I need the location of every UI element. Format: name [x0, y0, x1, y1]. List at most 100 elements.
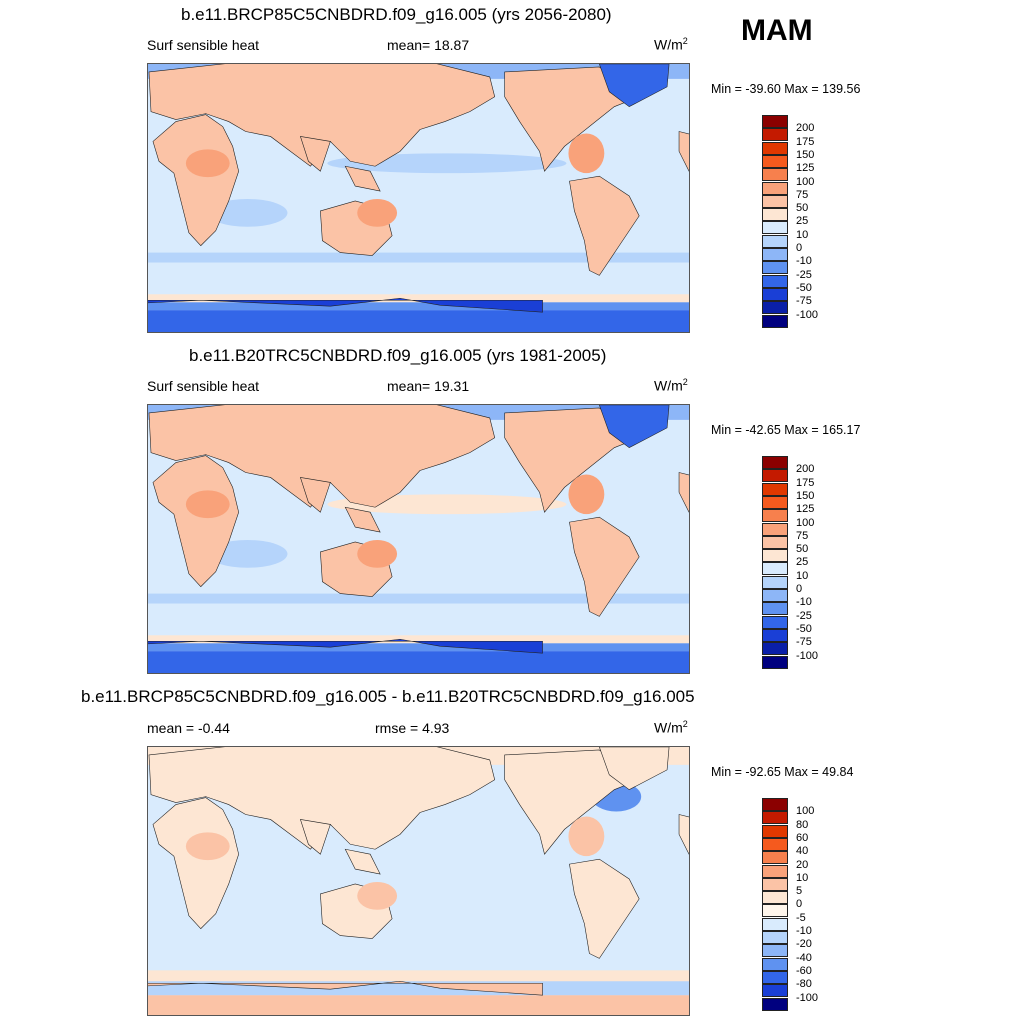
panel-1-colorbar-swatch — [762, 168, 788, 182]
panel-2-colorbar-swatch — [762, 456, 788, 469]
panel-2-colorbar-tick: -25 — [796, 609, 812, 622]
panel-1-colorbar-tick: -50 — [796, 281, 812, 294]
panel-3-map — [147, 746, 690, 1016]
panel-2-colorbar-swatch — [762, 602, 788, 616]
panel-2-colorbar-tick: 200 — [796, 463, 815, 476]
panel-2-colorbar-swatch — [762, 628, 788, 642]
panel-2-colorbar-swatch — [762, 562, 788, 576]
panel-1-colorbar-swatch — [762, 154, 788, 168]
panel-1-colorbar-swatch — [762, 141, 788, 155]
panel-3-colorbar-tick: 40 — [796, 845, 809, 858]
panel-1-minmax: Min = -39.60 Max = 139.56 — [711, 82, 861, 96]
panel-2-colorbar-swatch — [762, 642, 788, 656]
panel-1-colorbar-swatch — [762, 128, 788, 142]
panel-1-colorbar-tick: 10 — [796, 228, 809, 241]
panel-3-colorbar-tick: -80 — [796, 978, 812, 991]
panel-1-colorbar-tick: 25 — [796, 215, 809, 228]
panel-2-colorbar-tick: 125 — [796, 503, 815, 516]
panel-1-colorbar: 200 175 150 125 100 75 50 25 10 0 -10 -25 -50 -75 -100 — [762, 115, 818, 328]
panel-2-colorbar-tick: -75 — [796, 636, 812, 649]
panel-3-colorbar-swatch — [762, 917, 788, 931]
panel-2-colorbar-swatch — [762, 575, 788, 589]
panel-3-colorbar-tick: 100 — [796, 805, 815, 818]
panel-2-colorbar-tick: -10 — [796, 596, 812, 609]
panel-3-colorbar-tick: -20 — [796, 938, 812, 951]
panel-1-colorbar-tick: -100 — [796, 308, 819, 321]
panel-3-colorbar-tick: 20 — [796, 858, 809, 871]
panel-3-colorbar-tick: 10 — [796, 871, 809, 884]
panel-3-minmax: Min = -92.65 Max = 49.84 — [711, 765, 854, 779]
panel-1-title: b.e11.BRCP85C5CNBDRD.f09_g16.005 (yrs 20… — [181, 5, 612, 24]
panel-3-colorbar: 100 80 60 40 20 10 5 0 -5 -10 -20 -40 -60 -80 -100 — [762, 798, 818, 1011]
panel-3-colorbar-swatch — [762, 957, 788, 971]
panel-2-colorbar-swatch — [762, 495, 788, 509]
panel-3-colorbar-tick: -10 — [796, 925, 812, 937]
panel-1-colorbar-swatch — [762, 314, 788, 328]
panel-1-map — [147, 63, 690, 333]
panel-1-colorbar-tick: 175 — [796, 135, 815, 148]
panel-3-rmse-label: rmse = 4.93 — [375, 720, 450, 736]
panel-3-colorbar-tick: -40 — [796, 951, 812, 964]
panel-1-units: W/m2 — [654, 36, 688, 53]
panel-1-colorbar-tick: 100 — [796, 175, 815, 188]
panel-2-colorbar-tick: 0 — [796, 583, 803, 595]
panel-1-colorbar-tick: 0 — [796, 242, 803, 254]
panel-1-colorbar-swatch — [762, 181, 788, 195]
panel-2-colorbar: 200 175 150 125 100 75 50 25 10 0 -10 -25 -50 -75 -100 — [762, 456, 818, 669]
panel-1-colorbar-tick: 125 — [796, 162, 815, 175]
panel-1-colorbar-swatch — [762, 274, 788, 288]
panel-3-colorbar-swatch — [762, 877, 788, 891]
panel-2-colorbar-tick: 175 — [796, 476, 815, 489]
panel-2-colorbar-swatch — [762, 469, 788, 483]
panel-2-colorbar-tick: -50 — [796, 622, 812, 635]
panel-1-colorbar-tick: 50 — [796, 202, 809, 215]
panel-2-colorbar-swatch — [762, 509, 788, 523]
panel-3-colorbar-tick: 60 — [796, 831, 809, 844]
season-label: MAM — [741, 14, 813, 47]
panel-1-colorbar-tick: -25 — [796, 268, 812, 281]
panel-1-colorbar-swatch — [762, 115, 788, 128]
panel-3-colorbar-swatch — [762, 970, 788, 984]
panel-3-colorbar-swatch — [762, 811, 788, 825]
panel-3-colorbar-tick: -60 — [796, 964, 812, 977]
panel-3-colorbar-tick: 0 — [796, 898, 803, 911]
panel-1-colorbar-swatch — [762, 301, 788, 315]
panel-2-units: W/m2 — [654, 377, 688, 394]
panel-3-colorbar-swatch — [762, 984, 788, 998]
panel-3-colorbar-swatch — [762, 798, 788, 811]
panel-3-colorbar-swatch — [762, 824, 788, 838]
panel-2-colorbar-tick: 150 — [796, 489, 815, 502]
panel-3-units: W/m2 — [654, 719, 688, 736]
panel-3-colorbar-swatch — [762, 997, 788, 1011]
panel-1-variable-label: Surf sensible heat — [147, 37, 260, 53]
panel-1-colorbar-swatch — [762, 248, 788, 261]
panel-1-colorbar-swatch — [762, 221, 788, 235]
panel-1-colorbar-swatch — [762, 261, 788, 275]
panel-2-colorbar-swatch — [762, 655, 788, 669]
panel-1-colorbar-swatch — [762, 287, 788, 301]
panel-3-mean-label: mean = -0.44 — [147, 720, 230, 736]
panel-2-colorbar-tick: -100 — [796, 649, 819, 662]
panel-1-colorbar-tick: 150 — [796, 148, 815, 161]
panel-3-colorbar-tick: -5 — [796, 911, 806, 924]
panel-3-title: b.e11.BRCP85C5CNBDRD.f09_g16.005 - b.e11… — [81, 687, 695, 706]
panel-2-colorbar-swatch — [762, 482, 788, 496]
panel-3-colorbar-swatch — [762, 891, 788, 905]
panel-1-colorbar-tick: -75 — [796, 295, 812, 308]
panel-3-colorbar-swatch — [762, 931, 788, 944]
panel-2-colorbar-swatch — [762, 589, 788, 602]
panel-2-colorbar-swatch — [762, 615, 788, 629]
panel-2-colorbar-swatch — [762, 535, 788, 549]
panel-2-title: b.e11.B20TRC5CNBDRD.f09_g16.005 (yrs 198… — [189, 346, 607, 365]
panel-1-colorbar-tick: -10 — [796, 255, 812, 268]
panel-3-colorbar-swatch — [762, 864, 788, 878]
panel-1-colorbar-swatch — [762, 208, 788, 222]
panel-2-colorbar-swatch — [762, 549, 788, 563]
panel-2-colorbar-tick: 10 — [796, 569, 809, 582]
panel-3-colorbar-tick: 80 — [796, 818, 809, 831]
panel-3-colorbar-tick: -100 — [796, 991, 819, 1004]
panel-1-colorbar-tick: 200 — [796, 122, 815, 135]
panel-3-colorbar-swatch — [762, 837, 788, 851]
panel-3-colorbar-swatch — [762, 851, 788, 865]
panel-2-colorbar-tick: 100 — [796, 516, 815, 529]
